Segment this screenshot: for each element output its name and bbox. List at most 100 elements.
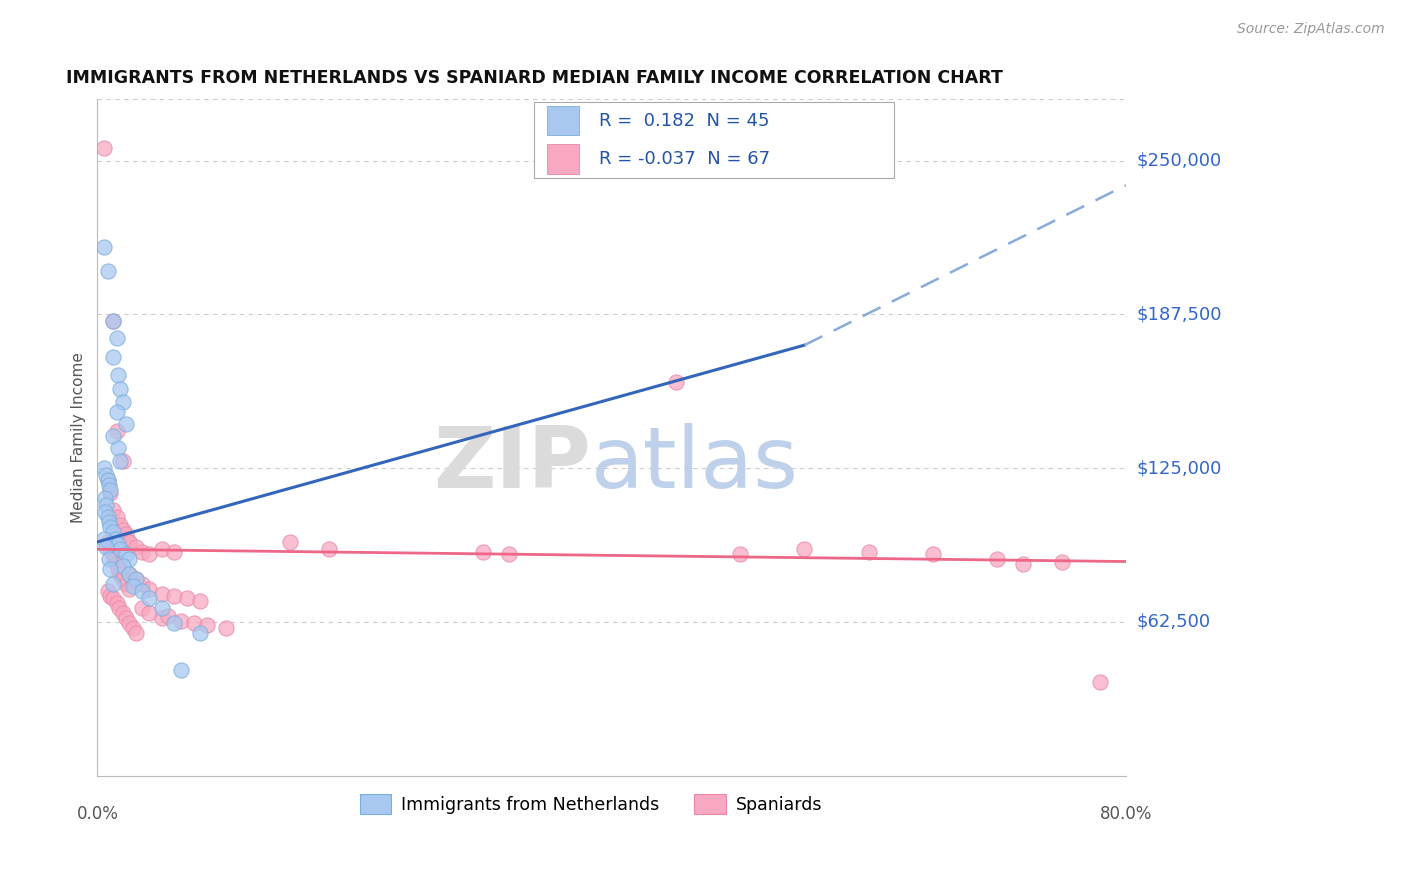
Text: $125,000: $125,000	[1136, 459, 1222, 477]
Point	[122, 579, 145, 593]
Point	[138, 606, 160, 620]
Point	[112, 394, 135, 409]
Point	[118, 534, 141, 549]
Point	[278, 534, 301, 549]
Point	[793, 542, 815, 557]
Point	[105, 596, 128, 610]
FancyBboxPatch shape	[534, 102, 894, 178]
Point	[97, 478, 120, 492]
Point	[101, 524, 124, 539]
Text: $62,500: $62,500	[1136, 613, 1211, 631]
Point	[131, 545, 153, 559]
Point	[858, 545, 880, 559]
Point	[170, 663, 193, 677]
Point	[131, 601, 153, 615]
Point	[105, 510, 128, 524]
Point	[98, 520, 121, 534]
Point	[110, 566, 132, 581]
Legend: Immigrants from Netherlands, Spaniards: Immigrants from Netherlands, Spaniards	[353, 787, 830, 821]
Point	[1050, 555, 1073, 569]
Point	[150, 611, 173, 625]
Point	[97, 510, 120, 524]
Point	[472, 545, 495, 559]
Point	[101, 351, 124, 365]
Point	[125, 625, 148, 640]
Bar	[547, 145, 579, 174]
Point	[101, 547, 124, 561]
Point	[93, 461, 115, 475]
Point	[98, 562, 121, 576]
Point	[105, 331, 128, 345]
Point	[922, 547, 945, 561]
Point	[665, 375, 688, 389]
Point	[105, 404, 128, 418]
Text: atlas: atlas	[591, 423, 799, 506]
Point	[104, 533, 127, 547]
Point	[110, 542, 132, 557]
Point	[97, 552, 120, 566]
Point	[101, 503, 124, 517]
Point	[98, 485, 121, 500]
Point	[138, 591, 160, 606]
Point	[112, 523, 135, 537]
Point	[163, 615, 186, 630]
Text: R = -0.037  N = 67: R = -0.037 N = 67	[599, 150, 770, 168]
Point	[97, 474, 120, 488]
Point	[114, 417, 136, 431]
Point	[1088, 675, 1111, 690]
Point	[163, 545, 186, 559]
Point	[97, 515, 120, 529]
Text: Source: ZipAtlas.com: Source: ZipAtlas.com	[1237, 22, 1385, 37]
Point	[107, 442, 129, 456]
Point	[107, 562, 129, 576]
Text: $250,000: $250,000	[1136, 152, 1222, 169]
Point	[108, 601, 131, 615]
Text: IMMIGRANTS FROM NETHERLANDS VS SPANIARD MEDIAN FAMILY INCOME CORRELATION CHART: IMMIGRANTS FROM NETHERLANDS VS SPANIARD …	[66, 69, 1004, 87]
Point	[150, 542, 173, 557]
Point	[118, 552, 141, 566]
Point	[98, 542, 121, 557]
Point	[215, 621, 238, 635]
Point	[318, 542, 340, 557]
Bar	[547, 106, 579, 136]
Text: R =  0.182  N = 45: R = 0.182 N = 45	[599, 112, 769, 129]
Point	[98, 589, 121, 603]
Point	[101, 313, 124, 327]
Point	[118, 566, 141, 581]
Point	[97, 474, 120, 488]
Point	[114, 611, 136, 625]
Point	[97, 584, 120, 599]
Point	[131, 584, 153, 599]
Point	[176, 591, 198, 606]
Point	[118, 615, 141, 630]
Point	[188, 594, 211, 608]
Point	[93, 141, 115, 155]
Text: $187,500: $187,500	[1136, 305, 1222, 324]
Point	[728, 547, 751, 561]
Point	[118, 534, 141, 549]
Point	[125, 540, 148, 554]
Point	[107, 368, 129, 382]
Point	[97, 264, 120, 278]
Point	[114, 527, 136, 541]
Point	[112, 559, 135, 574]
Point	[150, 586, 173, 600]
Y-axis label: Median Family Income: Median Family Income	[72, 352, 86, 523]
Text: 80.0%: 80.0%	[1099, 805, 1152, 823]
Point	[125, 572, 148, 586]
Point	[114, 547, 136, 561]
Point	[163, 589, 186, 603]
Point	[125, 572, 148, 586]
Point	[112, 572, 135, 586]
Point	[150, 601, 173, 615]
Point	[93, 533, 115, 547]
Point	[122, 621, 145, 635]
Point	[105, 424, 128, 438]
Point	[986, 552, 1008, 566]
Point	[118, 566, 141, 581]
Point	[101, 429, 124, 443]
Point	[101, 313, 124, 327]
Point	[183, 615, 205, 630]
Point	[93, 240, 115, 254]
Point	[138, 547, 160, 561]
